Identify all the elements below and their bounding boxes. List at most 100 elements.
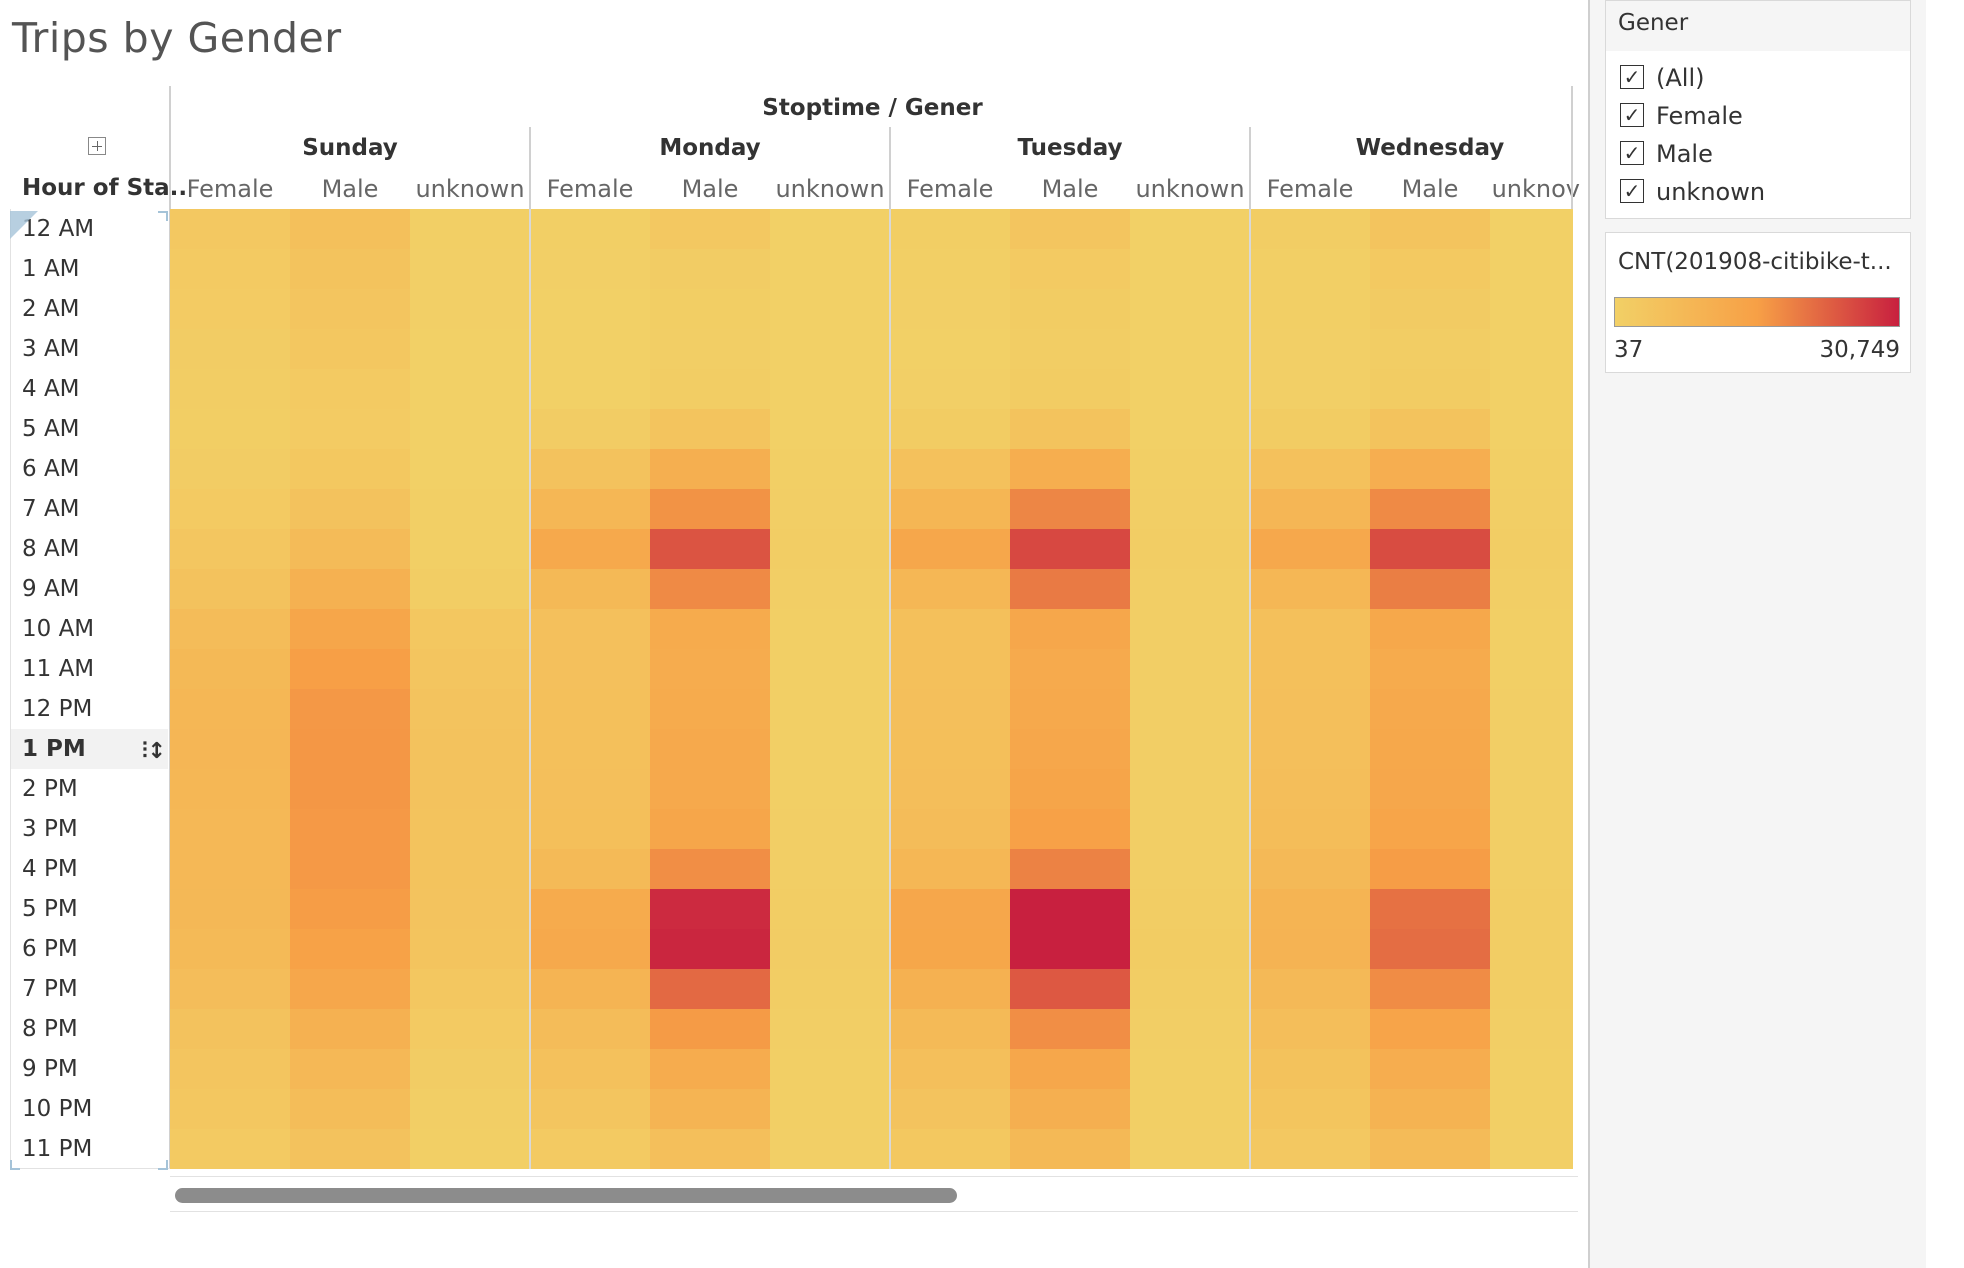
heat-cell[interactable] — [1490, 1009, 1573, 1049]
heat-cell[interactable] — [1010, 409, 1130, 449]
heat-cell[interactable] — [410, 409, 530, 449]
heat-cell[interactable] — [1490, 809, 1573, 849]
heat-cell[interactable] — [410, 769, 530, 809]
heat-cell[interactable] — [170, 809, 290, 849]
heat-cell[interactable] — [1130, 209, 1250, 249]
heat-cell[interactable] — [1250, 769, 1370, 809]
heat-cell[interactable] — [290, 489, 410, 529]
heat-cell[interactable] — [1010, 929, 1130, 969]
heat-cell[interactable] — [1130, 1089, 1250, 1129]
heat-cell[interactable] — [650, 489, 770, 529]
heat-cell[interactable] — [770, 569, 890, 609]
heat-cell[interactable] — [290, 209, 410, 249]
row-label[interactable]: 3 PM — [22, 816, 78, 842]
heat-cell[interactable] — [1370, 529, 1490, 569]
heat-cell[interactable] — [1370, 369, 1490, 409]
heat-cell[interactable] — [890, 609, 1010, 649]
heat-cell[interactable] — [1250, 649, 1370, 689]
heat-cell[interactable] — [1130, 409, 1250, 449]
heat-cell[interactable] — [1490, 409, 1573, 449]
heat-cell[interactable] — [890, 409, 1010, 449]
heat-cell[interactable] — [650, 449, 770, 489]
heat-cell[interactable] — [770, 1049, 890, 1089]
heat-cell[interactable] — [530, 929, 650, 969]
heat-cell[interactable] — [890, 769, 1010, 809]
heat-cell[interactable] — [770, 609, 890, 649]
heat-cell[interactable] — [1130, 769, 1250, 809]
heat-cell[interactable] — [290, 889, 410, 929]
heat-cell[interactable] — [410, 849, 530, 889]
row-label[interactable]: 5 AM — [22, 416, 80, 442]
heat-cell[interactable] — [290, 849, 410, 889]
checkbox[interactable]: ✓ — [1620, 141, 1644, 165]
heat-cell[interactable] — [1130, 969, 1250, 1009]
heat-cell[interactable] — [650, 529, 770, 569]
heat-cell[interactable] — [770, 649, 890, 689]
heat-cell[interactable] — [1130, 609, 1250, 649]
heat-cell[interactable] — [890, 729, 1010, 769]
heat-cell[interactable] — [770, 329, 890, 369]
heat-cell[interactable] — [1370, 1009, 1490, 1049]
heat-cell[interactable] — [770, 409, 890, 449]
heat-cell[interactable] — [410, 1129, 530, 1169]
heat-cell[interactable] — [890, 369, 1010, 409]
heat-cell[interactable] — [1130, 729, 1250, 769]
heat-cell[interactable] — [1010, 769, 1130, 809]
heat-cell[interactable] — [890, 449, 1010, 489]
row-label[interactable]: 2 PM — [22, 776, 78, 802]
heat-cell[interactable] — [170, 769, 290, 809]
heat-cell[interactable] — [1130, 569, 1250, 609]
heat-cell[interactable] — [1250, 329, 1370, 369]
heat-cell[interactable] — [770, 369, 890, 409]
heat-cell[interactable] — [1250, 569, 1370, 609]
heat-cell[interactable] — [530, 489, 650, 529]
heat-cell[interactable] — [650, 969, 770, 1009]
heat-cell[interactable] — [650, 649, 770, 689]
heat-cell[interactable] — [1370, 1049, 1490, 1089]
heat-cell[interactable] — [290, 809, 410, 849]
heat-cell[interactable] — [1490, 649, 1573, 689]
heat-cell[interactable] — [170, 249, 290, 289]
heat-cell[interactable] — [170, 1089, 290, 1129]
filter-item[interactable]: ✓ (All) — [1620, 61, 1704, 95]
heat-cell[interactable] — [1370, 929, 1490, 969]
row-header-title[interactable]: Hour of Sta.. — [22, 175, 188, 201]
heat-cell[interactable] — [1130, 649, 1250, 689]
heat-cell[interactable] — [770, 689, 890, 729]
row-label[interactable]: 11 AM — [22, 656, 95, 682]
heat-cell[interactable] — [1490, 329, 1573, 369]
heat-cell[interactable] — [530, 969, 650, 1009]
heat-cell[interactable] — [1370, 489, 1490, 529]
heat-cell[interactable] — [650, 809, 770, 849]
heat-cell[interactable] — [1490, 609, 1573, 649]
row-label[interactable]: 9 PM — [22, 1056, 78, 1082]
heat-cell[interactable] — [1370, 769, 1490, 809]
heat-cell[interactable] — [170, 889, 290, 929]
heat-cell[interactable] — [530, 1089, 650, 1129]
heat-cell[interactable] — [170, 729, 290, 769]
heat-cell[interactable] — [1250, 409, 1370, 449]
heat-cell[interactable] — [290, 1009, 410, 1049]
heat-cell[interactable] — [1490, 1089, 1573, 1129]
heat-cell[interactable] — [1490, 1129, 1573, 1169]
heat-cell[interactable] — [410, 249, 530, 289]
heat-cell[interactable] — [650, 249, 770, 289]
heat-cell[interactable] — [170, 289, 290, 329]
heat-cell[interactable] — [170, 689, 290, 729]
heat-cell[interactable] — [1490, 969, 1573, 1009]
heat-cell[interactable] — [530, 369, 650, 409]
row-label[interactable]: 3 AM — [22, 336, 80, 362]
heat-cell[interactable] — [530, 649, 650, 689]
row-label[interactable]: 2 AM — [22, 296, 80, 322]
heat-cell[interactable] — [410, 449, 530, 489]
heat-cell[interactable] — [170, 609, 290, 649]
row-label[interactable]: 12 PM — [22, 696, 93, 722]
heat-cell[interactable] — [530, 889, 650, 929]
heat-cell[interactable] — [650, 209, 770, 249]
heat-cell[interactable] — [1370, 289, 1490, 329]
heat-cell[interactable] — [890, 1049, 1010, 1089]
heat-cell[interactable] — [1250, 529, 1370, 569]
heat-cell[interactable] — [1250, 729, 1370, 769]
heat-cell[interactable] — [650, 1049, 770, 1089]
heat-cell[interactable] — [410, 209, 530, 249]
